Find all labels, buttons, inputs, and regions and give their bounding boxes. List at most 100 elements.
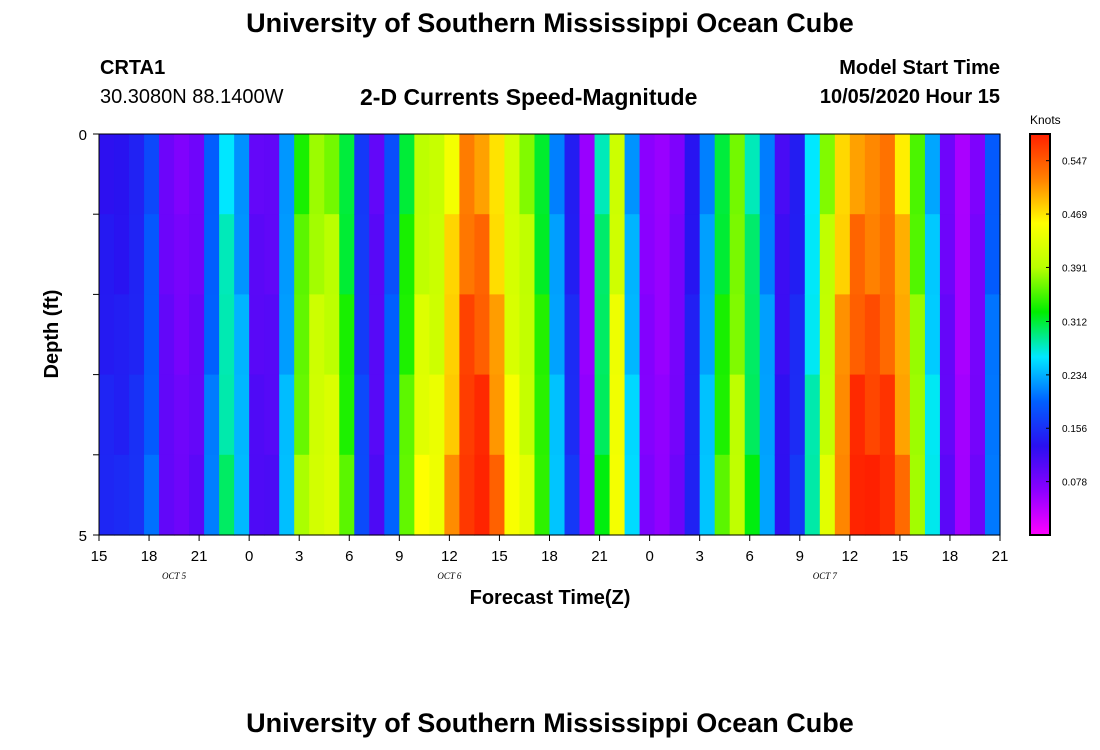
day-label: OCT 7: [813, 571, 838, 581]
heatmap-cell: [564, 294, 581, 376]
heatmap-cell: [129, 294, 145, 376]
heatmap-cell: [939, 454, 956, 536]
heatmap-cell: [399, 214, 415, 295]
heatmap-cell: [549, 454, 566, 536]
heatmap-cell: [684, 134, 701, 215]
heatmap-cell: [849, 294, 866, 376]
heatmap-cell: [99, 294, 115, 376]
heatmap-cell: [429, 294, 445, 376]
x-tick-label: 15: [892, 548, 909, 565]
station-id: CRTA1: [100, 57, 166, 79]
x-tick-label: 15: [491, 548, 508, 565]
x-tick-label: 0: [645, 548, 653, 565]
heatmap-cell: [759, 134, 776, 215]
colorbar-tick-label: 0.391: [1062, 263, 1087, 274]
heatmap-cell: [564, 214, 581, 295]
heatmap-cell: [384, 454, 400, 536]
x-tick-label: 0: [245, 548, 253, 565]
heatmap-cell: [129, 374, 145, 456]
heatmap-cell: [279, 134, 295, 215]
heatmap-cell: [444, 294, 460, 376]
heatmap-cell: [399, 294, 415, 376]
heatmap-cell: [669, 214, 686, 295]
heatmap-cell: [534, 294, 551, 376]
colorbar-frame: [1029, 133, 1051, 536]
y-axis: 05: [79, 127, 99, 545]
heatmap-cell: [399, 374, 415, 456]
heatmap-cell: [489, 374, 506, 456]
heatmap-cell: [174, 374, 190, 456]
heatmap-cell: [354, 454, 370, 536]
heatmap-cell: [849, 134, 866, 215]
heatmap-cell: [834, 374, 851, 456]
heatmap-cell: [714, 374, 731, 456]
heatmap-cell: [474, 374, 491, 456]
heatmap-cell: [879, 294, 896, 376]
heatmap-cell: [909, 214, 926, 295]
heatmap-cell: [429, 374, 445, 456]
heatmap-cell: [324, 294, 340, 376]
x-tick-label: 12: [841, 548, 858, 565]
heatmap-cell: [834, 454, 851, 536]
heatmap-cell: [189, 134, 205, 215]
heatmap-cell: [684, 294, 701, 376]
heatmap-cell: [654, 214, 671, 295]
model-start-value: 10/05/2020 Hour 15: [819, 86, 1000, 108]
heatmap-cell: [144, 214, 160, 295]
heatmap-cell: [324, 454, 340, 536]
heatmap-cell: [234, 294, 250, 376]
heatmap-cell: [234, 374, 250, 456]
heatmap-cell: [144, 374, 160, 456]
heatmap-cell: [654, 374, 671, 456]
heatmap-cell: [834, 214, 851, 295]
heatmap-cell: [459, 134, 476, 215]
heatmap-cell: [369, 134, 385, 215]
heatmap-cell: [459, 454, 476, 536]
heatmap-cell: [624, 134, 641, 215]
heatmap-cell: [984, 374, 1001, 456]
heatmap-cell: [729, 214, 746, 295]
heatmap-cell: [354, 134, 370, 215]
heatmap-cell: [729, 374, 746, 456]
heatmap-cell: [774, 214, 791, 295]
heatmap-cell: [669, 134, 686, 215]
colorbar-ticks: 0.547 0.469 0.391 0.312 0.234 0.156 0.078: [1046, 157, 1087, 489]
heatmap-cell: [924, 294, 941, 376]
heatmap-cell: [234, 134, 250, 215]
heatmap-cell: [894, 294, 911, 376]
heatmap-cell: [954, 374, 971, 456]
heatmap-cell: [219, 294, 235, 376]
x-tick-label: 9: [796, 548, 804, 565]
heatmap-cell: [114, 374, 130, 456]
heatmap-cell: [939, 374, 956, 456]
heatmap-cell: [264, 454, 280, 536]
heatmap-cell: [699, 374, 716, 456]
heatmap-cell: [534, 374, 551, 456]
heatmap-cell: [114, 134, 130, 215]
x-tick-label: 6: [746, 548, 754, 565]
heatmap-cell: [429, 134, 445, 215]
heatmap-cell: [174, 214, 190, 295]
heatmap-cell: [474, 214, 491, 295]
heatmap-cell: [834, 294, 851, 376]
heatmap-cell: [939, 214, 956, 295]
heatmap-cell: [234, 214, 250, 295]
heatmap-cell: [984, 134, 1001, 215]
heatmap-cell: [804, 134, 821, 215]
heatmap-cell: [294, 374, 310, 456]
heatmap-cell: [474, 454, 491, 536]
heatmap-cell: [339, 214, 355, 295]
heatmap-cell: [969, 374, 986, 456]
heatmap-cell: [294, 134, 310, 215]
heatmap-cell: [984, 214, 1001, 295]
heatmap-cell: [744, 454, 761, 536]
heatmap-cell: [684, 454, 701, 536]
heatmap-cell: [894, 134, 911, 215]
x-tick-label: 9: [395, 548, 403, 565]
heatmap-cell: [639, 214, 656, 295]
heatmap-cell: [189, 294, 205, 376]
colorbar-tick-label: 0.469: [1062, 210, 1087, 221]
heatmap-cell: [384, 374, 400, 456]
heatmap-cell: [954, 134, 971, 215]
